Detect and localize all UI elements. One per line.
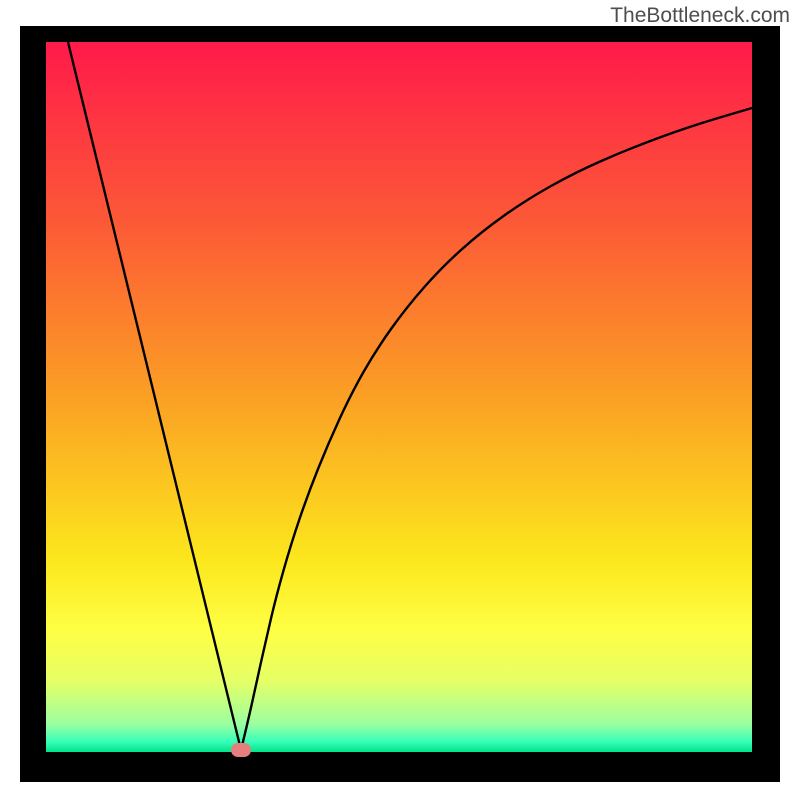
watermark-text: TheBottleneck.com <box>610 4 790 28</box>
chart-plot-area <box>46 42 752 752</box>
minimum-marker <box>231 743 251 757</box>
chart-outer-frame <box>20 26 780 782</box>
bottleneck-curve <box>46 42 752 752</box>
